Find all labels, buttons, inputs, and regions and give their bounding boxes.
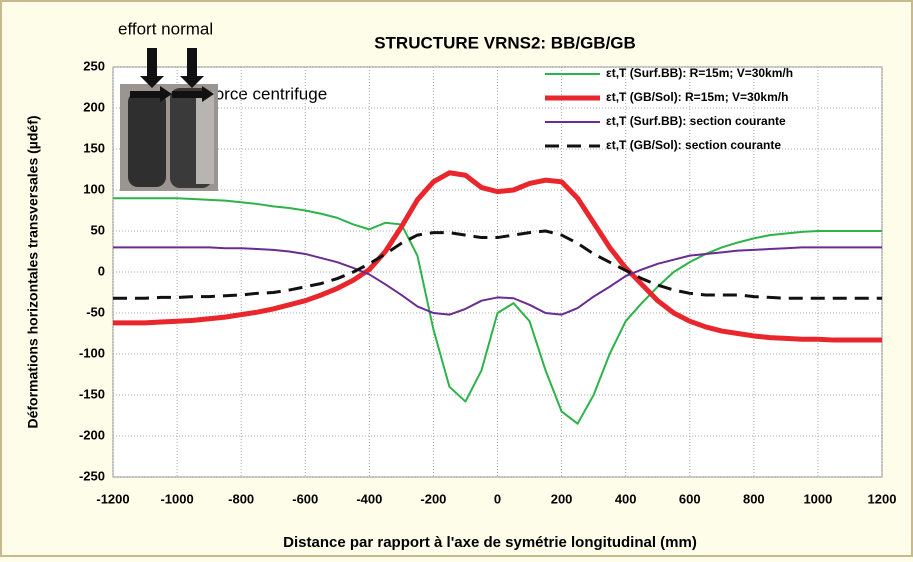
- y-tick-label: 250: [83, 58, 105, 73]
- x-tick-label: -1000: [160, 491, 193, 506]
- y-tick-label: 100: [83, 181, 105, 196]
- y-tick-label: 50: [91, 222, 105, 237]
- x-tick-label: -200: [420, 491, 446, 506]
- y-tick-label: -150: [79, 386, 105, 401]
- y-tick-label: 0: [98, 263, 105, 278]
- series-line: [113, 229, 882, 300]
- x-tick-label: -600: [292, 491, 318, 506]
- x-tick-label: 400: [615, 491, 637, 506]
- legend-label: εt,T (GB/Sol): section courante: [606, 138, 781, 152]
- x-tick-label: 600: [679, 491, 701, 506]
- tire-photo: [120, 48, 218, 191]
- y-tick-label: 200: [83, 99, 105, 114]
- series-line: [113, 170, 882, 343]
- y-tick-label: -100: [79, 345, 105, 360]
- y-axis-label: Déformations horizontales transversales …: [25, 115, 41, 428]
- x-tick-label: 1000: [803, 491, 832, 506]
- x-tick-label: 1200: [868, 491, 897, 506]
- series-line: [113, 246, 882, 316]
- x-tick-label: 200: [551, 491, 573, 506]
- x-tick-label: -800: [228, 491, 254, 506]
- annotation: force centrifuge: [210, 84, 327, 103]
- x-tick-label: 800: [743, 491, 765, 506]
- y-tick-label: -200: [79, 427, 105, 442]
- y-tick-label: -50: [86, 304, 105, 319]
- legend-label: εt,T (Surf.BB): section courante: [606, 114, 786, 128]
- x-axis-label: Distance par rapport à l'axe de symétrie…: [283, 534, 697, 551]
- chart-title: STRUCTURE VRNS2: BB/GB/GB: [374, 33, 636, 52]
- series-line: [113, 197, 882, 425]
- y-tick-label: 150: [83, 140, 105, 155]
- y-tick-label: -250: [79, 468, 105, 483]
- x-tick-label: 0: [494, 491, 501, 506]
- x-tick-label: -400: [356, 491, 382, 506]
- annotation: effort normal: [118, 19, 213, 38]
- legend-label: εt,T (GB/Sol): R=15m; V=30km/h: [606, 90, 788, 104]
- x-tick-label: -1200: [96, 491, 129, 506]
- legend-label: εt,T (Surf.BB): R=15m; V=30km/h: [606, 66, 793, 80]
